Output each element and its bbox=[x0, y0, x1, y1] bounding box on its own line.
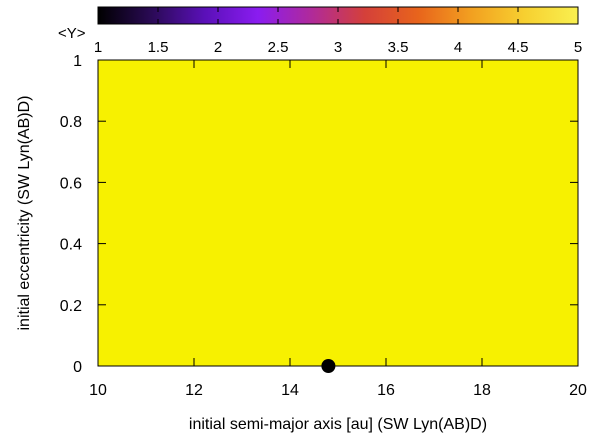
colorbar-ticks: 1 1.5 2 2.5 3 3.5 4 4.5 5 bbox=[94, 7, 582, 56]
colorbar-tick-label: 4.5 bbox=[508, 39, 529, 56]
colorbar: 1 1.5 2 2.5 3 3.5 4 4.5 5 <Y> bbox=[58, 6, 582, 56]
y-axis: 0 0.2 0.4 0.6 0.8 1 bbox=[60, 53, 578, 376]
y-tick-label: 0.4 bbox=[60, 237, 82, 254]
heatmap-field bbox=[97, 59, 579, 367]
colorbar-tick-label: 2.5 bbox=[268, 39, 289, 56]
x-tick-label: 12 bbox=[185, 382, 203, 399]
colorbar-tick-label: 3.5 bbox=[388, 39, 409, 56]
initial-position-marker bbox=[321, 359, 336, 373]
colorbar-tick-label: 2 bbox=[214, 39, 222, 56]
y-tick-label: 0.8 bbox=[60, 114, 82, 131]
y-tick-label: 0.6 bbox=[60, 175, 82, 192]
colorbar-tick-label: 1 bbox=[94, 39, 102, 56]
x-tick-label: 20 bbox=[569, 382, 587, 399]
colorbar-tick-label: 4 bbox=[454, 39, 462, 56]
x-axis: 10 12 14 16 18 20 bbox=[89, 60, 587, 399]
y-tick-label: 0 bbox=[73, 359, 82, 376]
colorbar-label: <Y> bbox=[58, 25, 86, 42]
colorbar-tick-label: 5 bbox=[574, 39, 582, 56]
x-tick-label: 14 bbox=[281, 382, 299, 399]
x-tick-label: 16 bbox=[377, 382, 395, 399]
y-axis-label: initial eccentricity (SW Lyn(AB)D) bbox=[16, 95, 33, 330]
x-tick-label: 18 bbox=[473, 382, 491, 399]
x-axis-label: initial semi-major axis [au] (SW Lyn(AB)… bbox=[189, 416, 487, 433]
y-tick-label: 1 bbox=[73, 53, 82, 70]
plot-area: 10 12 14 16 18 20 0 0.2 0.4 0.6 0.8 1 bbox=[60, 53, 587, 399]
colorbar-tick-label: 1.5 bbox=[148, 39, 169, 56]
colorbar-tick-label: 3 bbox=[334, 39, 342, 56]
y-tick-label: 0.2 bbox=[60, 298, 82, 315]
x-tick-label: 10 bbox=[89, 382, 107, 399]
